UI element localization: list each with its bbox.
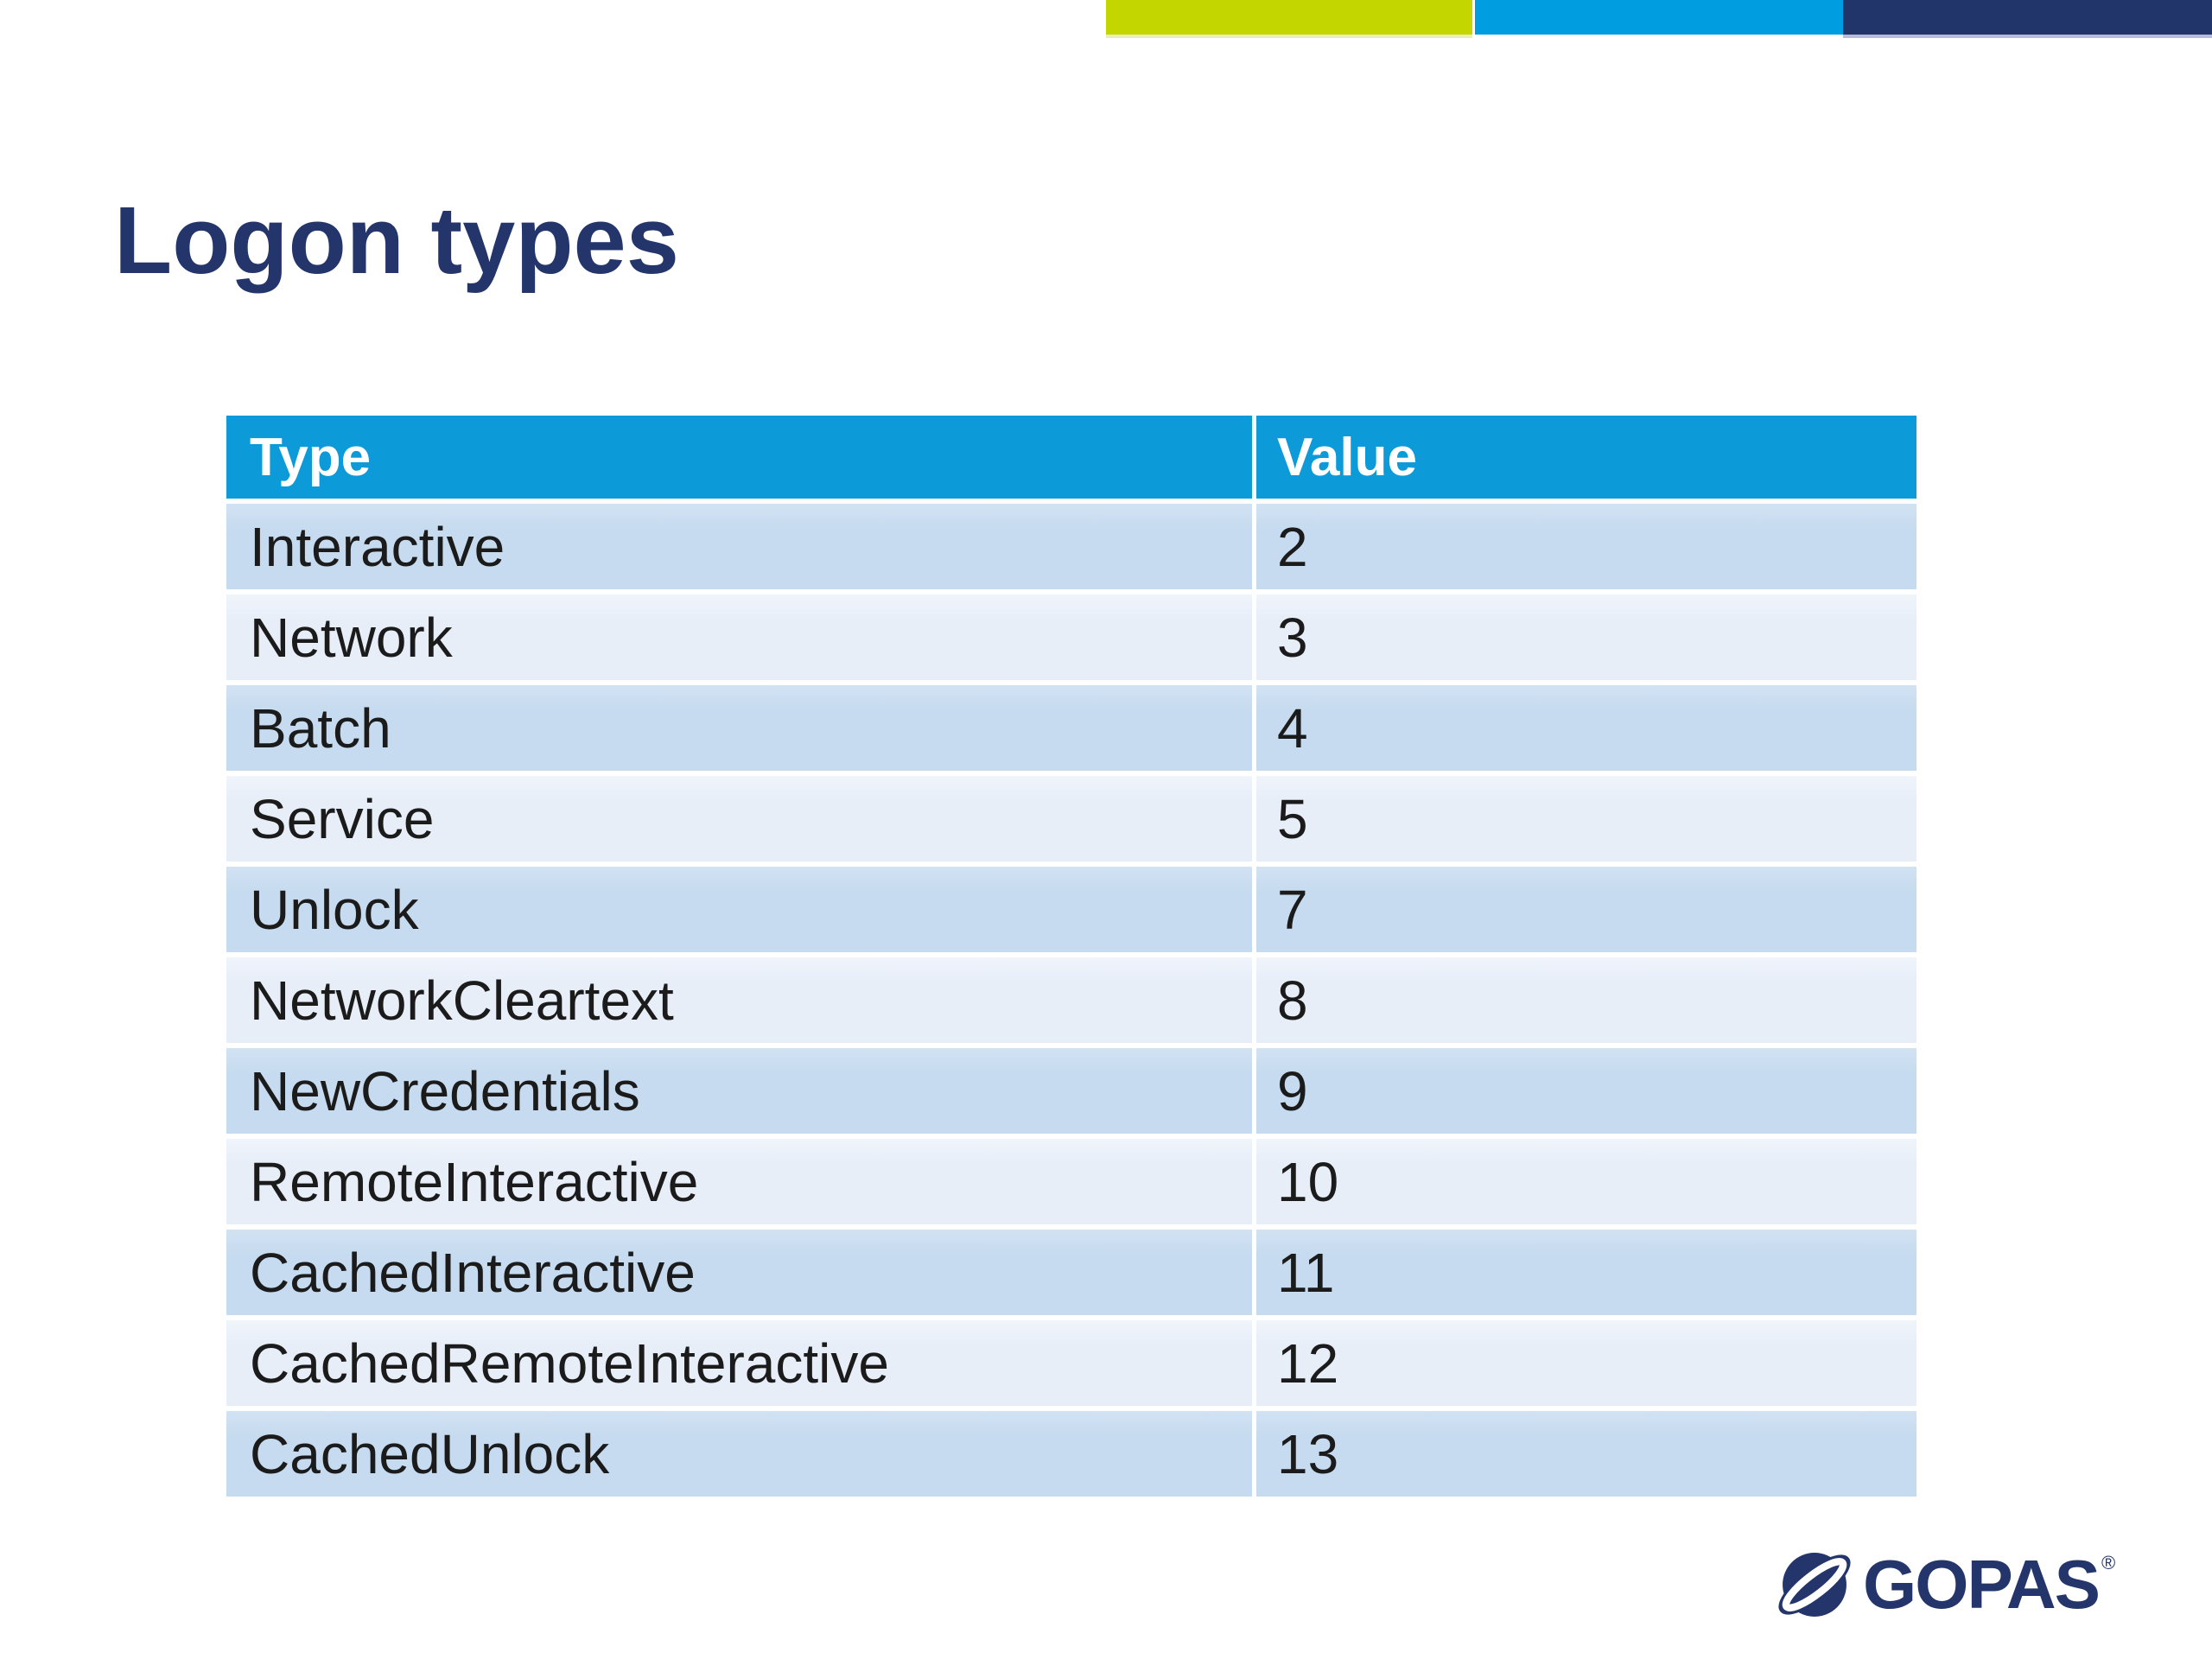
table-cell-type: Unlock xyxy=(226,867,1252,952)
table-cell-value: 11 xyxy=(1256,1230,1916,1315)
accent-bar xyxy=(0,0,2212,40)
table-cell-type: CachedRemoteInteractive xyxy=(226,1320,1252,1406)
table-row: NetworkCleartext 8 xyxy=(226,957,1916,1043)
table-cell-value: 2 xyxy=(1256,504,1916,589)
table-row: CachedInteractive 11 xyxy=(226,1230,1916,1315)
table-cell-value: 3 xyxy=(1256,594,1916,680)
table-cell-value: 4 xyxy=(1256,685,1916,771)
table-cell-value: 13 xyxy=(1256,1411,1916,1497)
table-cell-value: 9 xyxy=(1256,1048,1916,1134)
table-cell-type: CachedInteractive xyxy=(226,1230,1252,1315)
registered-mark-icon: ® xyxy=(2101,1552,2116,1573)
gopas-logo: GOPAS ® xyxy=(1778,1548,2115,1621)
table-row: Unlock 7 xyxy=(226,867,1916,952)
accent-bar-spacer xyxy=(0,0,1106,40)
table-cell-type: CachedUnlock xyxy=(226,1411,1252,1497)
table-row: CachedRemoteInteractive 12 xyxy=(226,1320,1916,1406)
table-row: CachedUnlock 13 xyxy=(226,1411,1916,1497)
table-cell-value: 12 xyxy=(1256,1320,1916,1406)
column-header-type: Type xyxy=(226,416,1252,499)
table-cell-value: 5 xyxy=(1256,776,1916,861)
table-cell-type: NewCredentials xyxy=(226,1048,1252,1134)
table-row: Service 5 xyxy=(226,776,1916,861)
accent-segment-light-blue xyxy=(1475,0,1843,38)
page-title: Logon types xyxy=(114,188,679,294)
table-row: NewCredentials 9 xyxy=(226,1048,1916,1134)
accent-segment-dark-blue xyxy=(1843,0,2212,38)
table-cell-type: NetworkCleartext xyxy=(226,957,1252,1043)
table-cell-type: RemoteInteractive xyxy=(226,1139,1252,1224)
logon-types-table: Type Value Interactive 2 Network 3 Batch… xyxy=(226,416,1916,1497)
column-header-value: Value xyxy=(1256,416,1916,499)
table-cell-value: 10 xyxy=(1256,1139,1916,1224)
table-cell-type: Interactive xyxy=(226,504,1252,589)
table-cell-type: Service xyxy=(226,776,1252,861)
logo-text: GOPAS xyxy=(1863,1546,2101,1623)
table-row: Network 3 xyxy=(226,594,1916,680)
table-header-row: Type Value xyxy=(226,416,1916,499)
table-cell-type: Batch xyxy=(226,685,1252,771)
gopas-globe-icon xyxy=(1778,1553,1851,1617)
table-row: Interactive 2 xyxy=(226,504,1916,589)
table-cell-type: Network xyxy=(226,594,1252,680)
table-row: RemoteInteractive 10 xyxy=(226,1139,1916,1224)
table-row: Batch 4 xyxy=(226,685,1916,771)
table-cell-value: 8 xyxy=(1256,957,1916,1043)
logo-text-wrap: GOPAS ® xyxy=(1863,1550,2115,1619)
accent-segment-green xyxy=(1106,0,1472,38)
table-cell-value: 7 xyxy=(1256,867,1916,952)
